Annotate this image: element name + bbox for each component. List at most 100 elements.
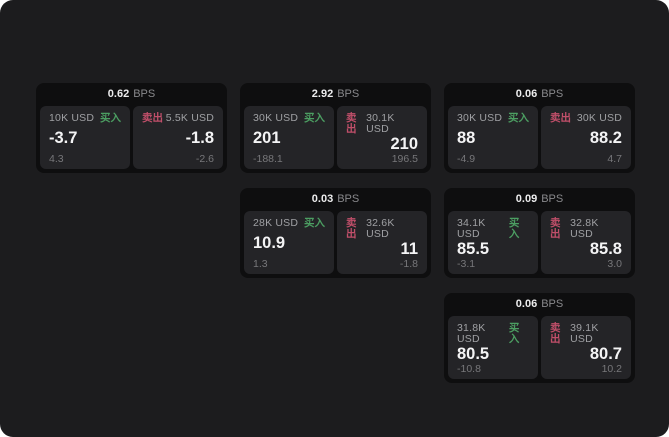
- buy-side-label: 买入: [508, 217, 520, 240]
- buy-delta: -4.9: [457, 152, 476, 165]
- buy-amount: 30K USD: [253, 112, 299, 124]
- quote-panels: 30K USD 买入 201 -188.1 卖出 30.1K USD 210 1…: [244, 106, 427, 169]
- buy-amount: 10K USD: [49, 112, 95, 124]
- buy-panel-top: 10K USD 买入: [49, 113, 121, 124]
- bps-unit: BPS: [337, 88, 360, 100]
- sell-amount: 5.5K USD: [165, 112, 214, 124]
- sell-amount: 32.6K USD: [366, 217, 395, 240]
- card-header: 0.09 BPS: [448, 188, 631, 211]
- buy-price: 85.5: [457, 239, 490, 258]
- sell-panel[interactable]: 卖出 39.1K USD 80.7 10.2: [541, 316, 631, 379]
- quote-card: 0.06 BPS 31.8K USD 买入 80.5 -10.8 卖出 39.1…: [444, 293, 635, 383]
- bps-value: 0.06: [515, 88, 538, 100]
- sell-price: 80.7: [589, 344, 622, 363]
- sell-amount: 32.8K USD: [570, 217, 599, 240]
- buy-side-label: 买入: [508, 322, 520, 345]
- buy-panel-top: 28K USD 买入: [253, 218, 325, 229]
- sell-panel-top: 卖出 30.1K USD: [346, 113, 418, 134]
- buy-panel-top: 31.8K USD 买入: [457, 323, 529, 344]
- bps-unit: BPS: [541, 88, 564, 100]
- sell-side-label: 卖出: [550, 112, 571, 124]
- sell-panel[interactable]: 卖出 30K USD 88.2 4.7: [541, 106, 631, 169]
- buy-delta: 4.3: [49, 152, 64, 165]
- quote-card: 2.92 BPS 30K USD 买入 201 -188.1 卖出 30.1K …: [240, 83, 431, 173]
- bps-value: 0.06: [515, 298, 538, 310]
- buy-delta: -188.1: [253, 152, 283, 165]
- buy-side-label: 买入: [508, 112, 529, 124]
- sell-amount: 30.1K USD: [366, 112, 395, 135]
- buy-delta: 1.3: [253, 257, 268, 270]
- sell-delta: 196.5: [391, 152, 418, 165]
- buy-panel-top: 34.1K USD 买入: [457, 218, 529, 239]
- buy-price: -3.7: [49, 129, 78, 148]
- buy-panel[interactable]: 34.1K USD 买入 85.5 -3.1: [448, 211, 538, 274]
- quote-panels: 34.1K USD 买入 85.5 -3.1 卖出 32.8K USD 85.8…: [448, 211, 631, 274]
- sell-panel[interactable]: 卖出 32.8K USD 85.8 3.0: [541, 211, 631, 274]
- sell-delta: 3.0: [607, 257, 622, 270]
- buy-amount: 31.8K USD: [457, 322, 486, 345]
- sell-panel-top: 卖出 5.5K USD: [142, 113, 214, 124]
- sell-side-label: 卖出: [346, 112, 357, 135]
- quote-card: 0.09 BPS 34.1K USD 买入 85.5 -3.1 卖出 32.8K…: [444, 188, 635, 278]
- sell-side-label: 卖出: [142, 112, 163, 124]
- bps-value: 0.03: [311, 193, 334, 205]
- buy-panel-top: 30K USD 买入: [457, 113, 529, 124]
- buy-panel-top: 30K USD 买入: [253, 113, 325, 124]
- quote-panels: 31.8K USD 买入 80.5 -10.8 卖出 39.1K USD 80.…: [448, 316, 631, 379]
- bps-unit: BPS: [133, 88, 156, 100]
- sell-price: -1.8: [185, 129, 214, 148]
- sell-amount: 30K USD: [576, 112, 622, 124]
- sell-delta: -1.8: [399, 257, 418, 270]
- quote-card: 0.03 BPS 28K USD 买入 10.9 1.3 卖出 32.6K US…: [240, 188, 431, 278]
- bps-unit: BPS: [541, 298, 564, 310]
- buy-side-label: 买入: [304, 112, 325, 124]
- buy-price: 201: [253, 129, 281, 148]
- sell-panel[interactable]: 卖出 32.6K USD 11 -1.8: [337, 211, 427, 274]
- quote-panels: 28K USD 买入 10.9 1.3 卖出 32.6K USD 11 -1.8: [244, 211, 427, 274]
- sell-panel[interactable]: 卖出 5.5K USD -1.8 -2.6: [133, 106, 223, 169]
- buy-panel[interactable]: 31.8K USD 买入 80.5 -10.8: [448, 316, 538, 379]
- sell-side-label: 卖出: [550, 322, 561, 345]
- quote-panels: 10K USD 买入 -3.7 4.3 卖出 5.5K USD -1.8 -2.…: [40, 106, 223, 169]
- card-header: 0.06 BPS: [448, 83, 631, 106]
- card-header: 0.62 BPS: [40, 83, 223, 106]
- sell-price: 88.2: [589, 129, 622, 148]
- sell-panel-top: 卖出 32.6K USD: [346, 218, 418, 239]
- sell-panel-top: 卖出 30K USD: [550, 113, 622, 124]
- sell-delta: 4.7: [607, 152, 622, 165]
- bps-unit: BPS: [337, 193, 360, 205]
- sell-panel-top: 卖出 32.8K USD: [550, 218, 622, 239]
- sell-amount: 39.1K USD: [570, 322, 599, 345]
- bps-value: 2.92: [311, 88, 334, 100]
- quote-card: 0.06 BPS 30K USD 买入 88 -4.9 卖出 30K USD: [444, 83, 635, 173]
- quote-card-grid: 0.62 BPS 10K USD 买入 -3.7 4.3 卖出 5.5K USD: [36, 83, 635, 383]
- buy-amount: 34.1K USD: [457, 217, 486, 240]
- sell-price: 85.8: [589, 239, 622, 258]
- sell-delta: -2.6: [195, 152, 214, 165]
- buy-panel[interactable]: 28K USD 买入 10.9 1.3: [244, 211, 334, 274]
- buy-price: 10.9: [253, 234, 286, 253]
- sell-delta: 10.2: [601, 362, 622, 375]
- card-header: 0.03 BPS: [244, 188, 427, 211]
- buy-panel[interactable]: 10K USD 买入 -3.7 4.3: [40, 106, 130, 169]
- buy-delta: -10.8: [457, 362, 481, 375]
- buy-amount: 28K USD: [253, 217, 299, 229]
- buy-delta: -3.1: [457, 257, 476, 270]
- buy-side-label: 买入: [304, 217, 325, 229]
- sell-panel[interactable]: 卖出 30.1K USD 210 196.5: [337, 106, 427, 169]
- bps-value: 0.62: [107, 88, 130, 100]
- card-header: 2.92 BPS: [244, 83, 427, 106]
- card-header: 0.06 BPS: [448, 293, 631, 316]
- bps-value: 0.09: [515, 193, 538, 205]
- bps-unit: BPS: [541, 193, 564, 205]
- buy-price: 80.5: [457, 344, 490, 363]
- buy-side-label: 买入: [100, 112, 121, 124]
- quote-panels: 30K USD 买入 88 -4.9 卖出 30K USD 88.2 4.7: [448, 106, 631, 169]
- buy-panel[interactable]: 30K USD 买入 201 -188.1: [244, 106, 334, 169]
- sell-side-label: 卖出: [346, 217, 357, 240]
- buy-amount: 30K USD: [457, 112, 503, 124]
- sell-price: 210: [390, 134, 418, 153]
- buy-panel[interactable]: 30K USD 买入 88 -4.9: [448, 106, 538, 169]
- quote-card: 0.62 BPS 10K USD 买入 -3.7 4.3 卖出 5.5K USD: [36, 83, 227, 173]
